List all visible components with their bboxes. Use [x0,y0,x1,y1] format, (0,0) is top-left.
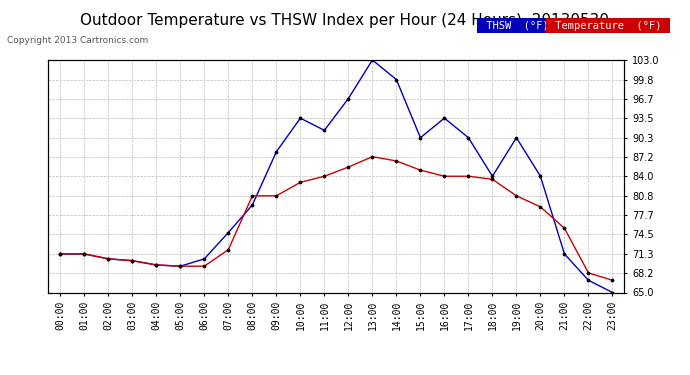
Text: THSW  (°F): THSW (°F) [480,21,555,31]
Text: Outdoor Temperature vs THSW Index per Hour (24 Hours)  20130530: Outdoor Temperature vs THSW Index per Ho… [81,13,609,28]
Text: Copyright 2013 Cartronics.com: Copyright 2013 Cartronics.com [7,36,148,45]
Text: Temperature  (°F): Temperature (°F) [549,21,667,31]
